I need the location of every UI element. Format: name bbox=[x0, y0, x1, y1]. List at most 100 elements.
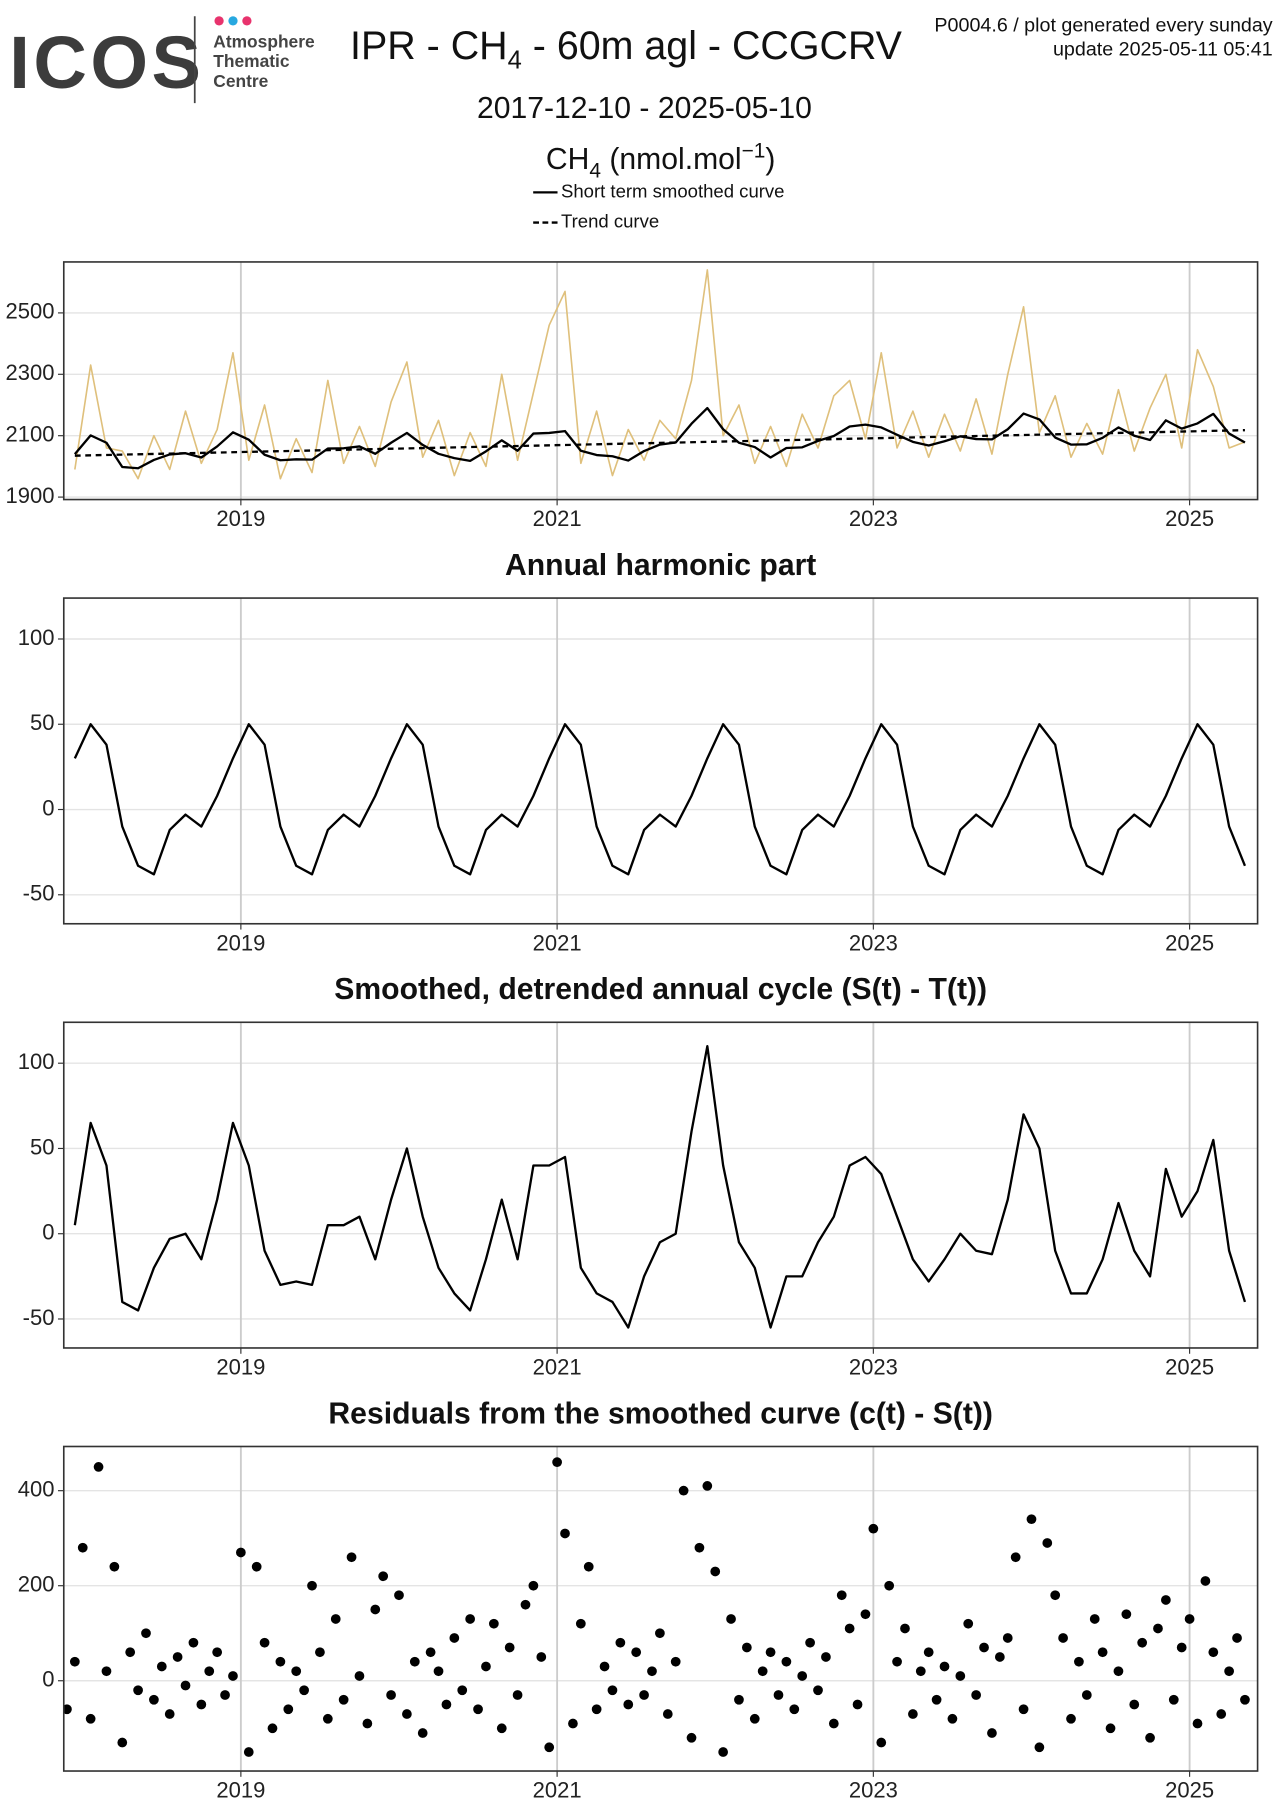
point bbox=[235, 1547, 246, 1558]
point bbox=[599, 1661, 610, 1672]
label-superscript: −1 bbox=[742, 140, 766, 163]
point bbox=[1192, 1718, 1203, 1729]
point bbox=[457, 1685, 468, 1696]
data-layer bbox=[73, 1044, 1247, 1329]
point bbox=[1081, 1690, 1092, 1700]
point bbox=[441, 1699, 452, 1710]
point bbox=[1184, 1614, 1195, 1624]
point bbox=[702, 1481, 713, 1491]
point bbox=[338, 1694, 349, 1705]
y-tick-label: -50 bbox=[23, 881, 55, 906]
point bbox=[481, 1661, 491, 1672]
y-tick-label: 50 bbox=[30, 710, 54, 735]
point bbox=[180, 1680, 191, 1691]
point bbox=[876, 1737, 887, 1748]
point bbox=[109, 1561, 120, 1572]
point bbox=[370, 1604, 381, 1615]
plot-area bbox=[63, 598, 1258, 924]
point bbox=[947, 1713, 958, 1724]
point bbox=[1145, 1732, 1155, 1743]
x-tick-label: 2021 bbox=[533, 506, 582, 531]
y-tick-label: -50 bbox=[23, 1305, 55, 1330]
point bbox=[639, 1690, 649, 1700]
point bbox=[101, 1666, 112, 1677]
y-tick-label: 2300 bbox=[6, 360, 55, 385]
legend-label: Short term smoothed curve bbox=[561, 180, 785, 201]
point bbox=[1026, 1514, 1037, 1525]
point bbox=[1121, 1609, 1132, 1620]
panel: Smoothed, detrended annual cycle (S(t) -… bbox=[18, 973, 1259, 1380]
point bbox=[196, 1699, 207, 1710]
x-tick-label: 2025 bbox=[1165, 506, 1214, 531]
x-tick-label: 2019 bbox=[216, 1355, 265, 1380]
point bbox=[1074, 1656, 1084, 1667]
point bbox=[900, 1623, 910, 1634]
label-part: (nmol.mol bbox=[601, 143, 742, 176]
x-tick-label: 2025 bbox=[1165, 1778, 1214, 1800]
point bbox=[63, 1704, 72, 1715]
y-tick-label: 100 bbox=[18, 625, 55, 650]
point bbox=[607, 1685, 618, 1696]
point bbox=[718, 1747, 729, 1757]
point bbox=[963, 1618, 974, 1629]
point bbox=[1097, 1647, 1108, 1658]
point bbox=[670, 1656, 681, 1667]
point bbox=[726, 1614, 736, 1624]
point bbox=[931, 1694, 942, 1705]
point bbox=[386, 1690, 396, 1700]
point bbox=[488, 1618, 499, 1629]
label-part: CH bbox=[546, 143, 590, 176]
point bbox=[212, 1647, 223, 1658]
point bbox=[821, 1652, 831, 1662]
point bbox=[844, 1623, 855, 1634]
point bbox=[1089, 1614, 1100, 1624]
x-tick-label: 2021 bbox=[533, 1355, 582, 1380]
title-part: - 60m agl - CCGCRV bbox=[522, 24, 903, 68]
point bbox=[133, 1685, 143, 1696]
x-tick-label: 2023 bbox=[849, 506, 898, 531]
y-tick-label: 400 bbox=[18, 1476, 55, 1501]
y-tick-label: 0 bbox=[42, 1220, 54, 1245]
point bbox=[449, 1633, 460, 1643]
x-tick-label: 2021 bbox=[533, 1778, 582, 1800]
point bbox=[465, 1614, 476, 1624]
point bbox=[631, 1647, 642, 1658]
point bbox=[686, 1732, 697, 1743]
header: ICOS Atmosphere Thematic Centre IPR - CH… bbox=[9, 14, 1273, 182]
panel: 1900 2100 2300 2500 2019 2021 2023 2025 Short te… bbox=[6, 180, 1259, 531]
point bbox=[378, 1571, 389, 1582]
point bbox=[939, 1661, 950, 1672]
point bbox=[528, 1580, 539, 1591]
point bbox=[322, 1713, 333, 1724]
y-tick-label: 0 bbox=[42, 1667, 54, 1692]
point bbox=[425, 1647, 436, 1658]
point bbox=[749, 1713, 760, 1724]
point bbox=[504, 1642, 515, 1653]
x-tick-label: 2019 bbox=[216, 930, 265, 955]
point bbox=[156, 1661, 167, 1672]
point bbox=[330, 1614, 341, 1624]
y-tick-label: 200 bbox=[18, 1572, 55, 1597]
x-tick-label: 2023 bbox=[849, 1355, 898, 1380]
point bbox=[77, 1542, 88, 1553]
logo-dot bbox=[228, 16, 238, 26]
point bbox=[291, 1666, 302, 1677]
point bbox=[164, 1709, 175, 1719]
point bbox=[346, 1552, 357, 1563]
point bbox=[694, 1542, 705, 1553]
point bbox=[678, 1485, 689, 1496]
point bbox=[591, 1704, 602, 1715]
point bbox=[1034, 1742, 1045, 1753]
point bbox=[1232, 1633, 1242, 1643]
point bbox=[979, 1642, 989, 1653]
point bbox=[362, 1718, 373, 1729]
point bbox=[852, 1699, 863, 1710]
line bbox=[73, 1044, 1247, 1329]
point bbox=[1176, 1642, 1187, 1653]
point bbox=[149, 1694, 159, 1705]
point bbox=[868, 1523, 879, 1534]
logo-text: Centre bbox=[213, 71, 268, 91]
point bbox=[615, 1637, 626, 1648]
